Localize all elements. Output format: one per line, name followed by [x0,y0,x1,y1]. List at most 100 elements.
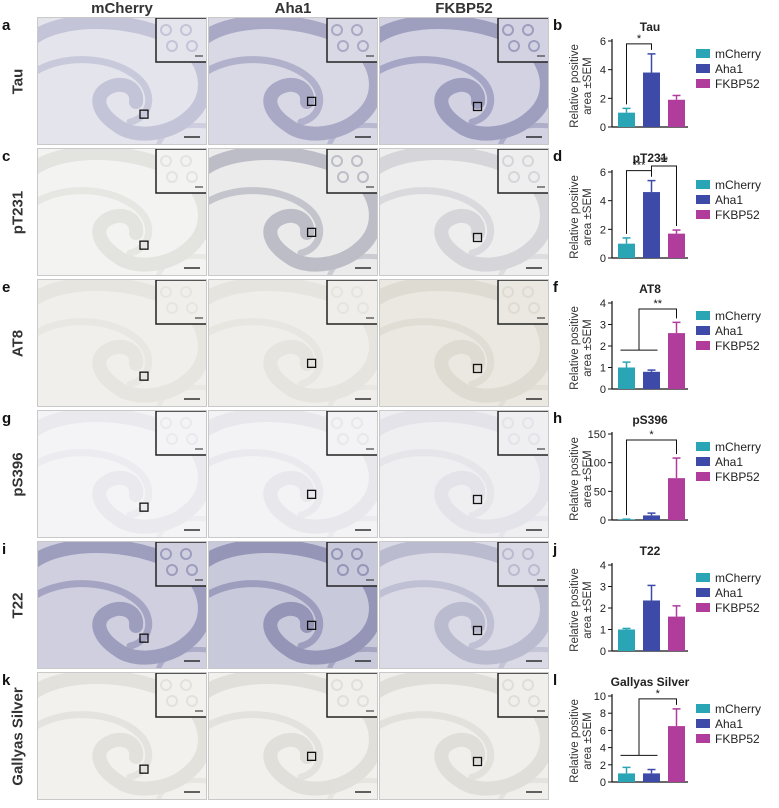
micrograph-image [209,280,377,406]
micrograph-tile [37,17,207,145]
cell-outline [528,302,540,314]
y-axis-label: Relative positivearea ±SEM [569,437,594,521]
tissue-layer [209,542,377,665]
tissue-layer [380,18,548,141]
y-tick-label: 8 [600,708,606,720]
bar-chart: T22 Relative positivearea ±SEM 0 1 2 3 4 mCherr… [560,541,775,669]
chart-title: pT231 [633,151,668,165]
legend-label: mCherry [715,309,761,323]
roi-box [306,489,317,500]
micrograph-tile [379,148,549,276]
tissue-layer [380,411,548,534]
y-tick-label: 0 [600,122,606,134]
column-header-mcherry: mCherry [91,0,153,17]
tissue-layer [209,411,377,534]
significance-bracket [638,308,677,351]
y-tick-label: 0 [600,777,606,789]
tissue-layer [327,384,377,406]
column-header-aha1: Aha1 [274,0,312,17]
tissue-layer [498,253,548,275]
cell-outline [331,417,343,429]
roi-box [472,232,483,243]
y-tick-label: 10 [594,691,606,703]
cell-outline [357,433,369,445]
tissue-layer [38,149,206,272]
cell-outline [508,564,520,576]
cell-outline [351,548,363,560]
cell-outline [186,433,198,445]
cell-outline [331,679,343,691]
bar-fkbp52 [668,233,685,258]
tissue-layer [156,515,206,537]
significance-label: * [649,429,654,441]
tissue-layer [498,122,548,144]
cell-outline [508,171,520,183]
micrograph-image [380,411,548,537]
tissue-layer [327,515,377,537]
cell-outline [331,286,343,298]
cell-outline [180,548,192,560]
cell-outline [186,171,198,183]
tissue-layer [209,280,377,403]
cell-outline [186,695,198,707]
tissue-layer [498,515,548,537]
cell-outline [160,679,172,691]
roi-box [139,109,149,119]
cell-outline [337,433,349,445]
bar-aha1 [643,371,660,389]
cell-outline [180,24,192,36]
tissue-layer [38,673,206,796]
cell-outline [357,564,369,576]
bar-chart-svg: AT8 Relative positivearea ±SEM 0 1 2 3 4 ** mChe… [569,282,761,396]
y-axis-label: Relative positivearea ±SEM [569,44,594,128]
y-axis-label: Relative positivearea ±SEM [569,568,594,652]
significance-bracket [626,43,652,105]
y-tick-label: 6 [600,167,606,179]
cell-outline [508,40,520,52]
tissue-layer [327,646,377,668]
cell-outline [522,286,534,298]
cell-outline [502,155,514,167]
bar-chart-svg: Gallyas Silver Relative positivearea ±SEM… [569,675,761,789]
y-tick-label: 4 [600,65,606,77]
tissue-layer [156,777,206,799]
significance-label: * [637,33,642,45]
roi-box [139,764,149,774]
bar-chart: Gallyas Silver Relative positivearea ±SEM… [560,672,775,800]
legend-swatch [696,588,710,597]
significance-bracket [651,165,677,227]
roi-box [306,227,317,238]
tissue-layer [380,580,495,650]
tissue-layer [38,56,153,126]
micrograph-tile [37,672,207,800]
legend-swatch [696,472,710,481]
cell-outline [502,24,514,36]
legend-label: mCherry [715,47,761,61]
tissue-layer [38,187,153,257]
cell-outline [186,564,198,576]
y-axis-label: Relative positivearea ±SEM [569,699,594,783]
legend-swatch [696,603,710,612]
cell-outline [351,286,363,298]
y-tick-label: 4 [600,298,606,310]
cell-outline [522,155,534,167]
tissue-layer [156,384,206,406]
micrograph-image [380,280,548,406]
legend-swatch [696,180,710,189]
y-tick-label: 2 [600,603,606,615]
y-tick-label: 2 [600,93,606,105]
bar-chart: AT8 Relative positivearea ±SEM 0 1 2 3 4 ** mChe… [560,279,775,407]
cell-outline [331,548,343,560]
bar-mcherry [618,629,635,651]
tissue-layer [38,318,153,388]
bar-chart: pS396 Relative positivearea ±SEM 0 50 100 150… [560,410,775,538]
tissue-layer [380,280,548,403]
y-tick-label: 0 [600,384,606,396]
cell-outline [337,40,349,52]
cell-outline [166,302,178,314]
cell-outline [337,171,349,183]
y-tick-label: 150 [588,429,606,441]
micrograph-tile [208,541,378,669]
inset-image [155,18,206,63]
bar-mcherry [618,243,635,258]
